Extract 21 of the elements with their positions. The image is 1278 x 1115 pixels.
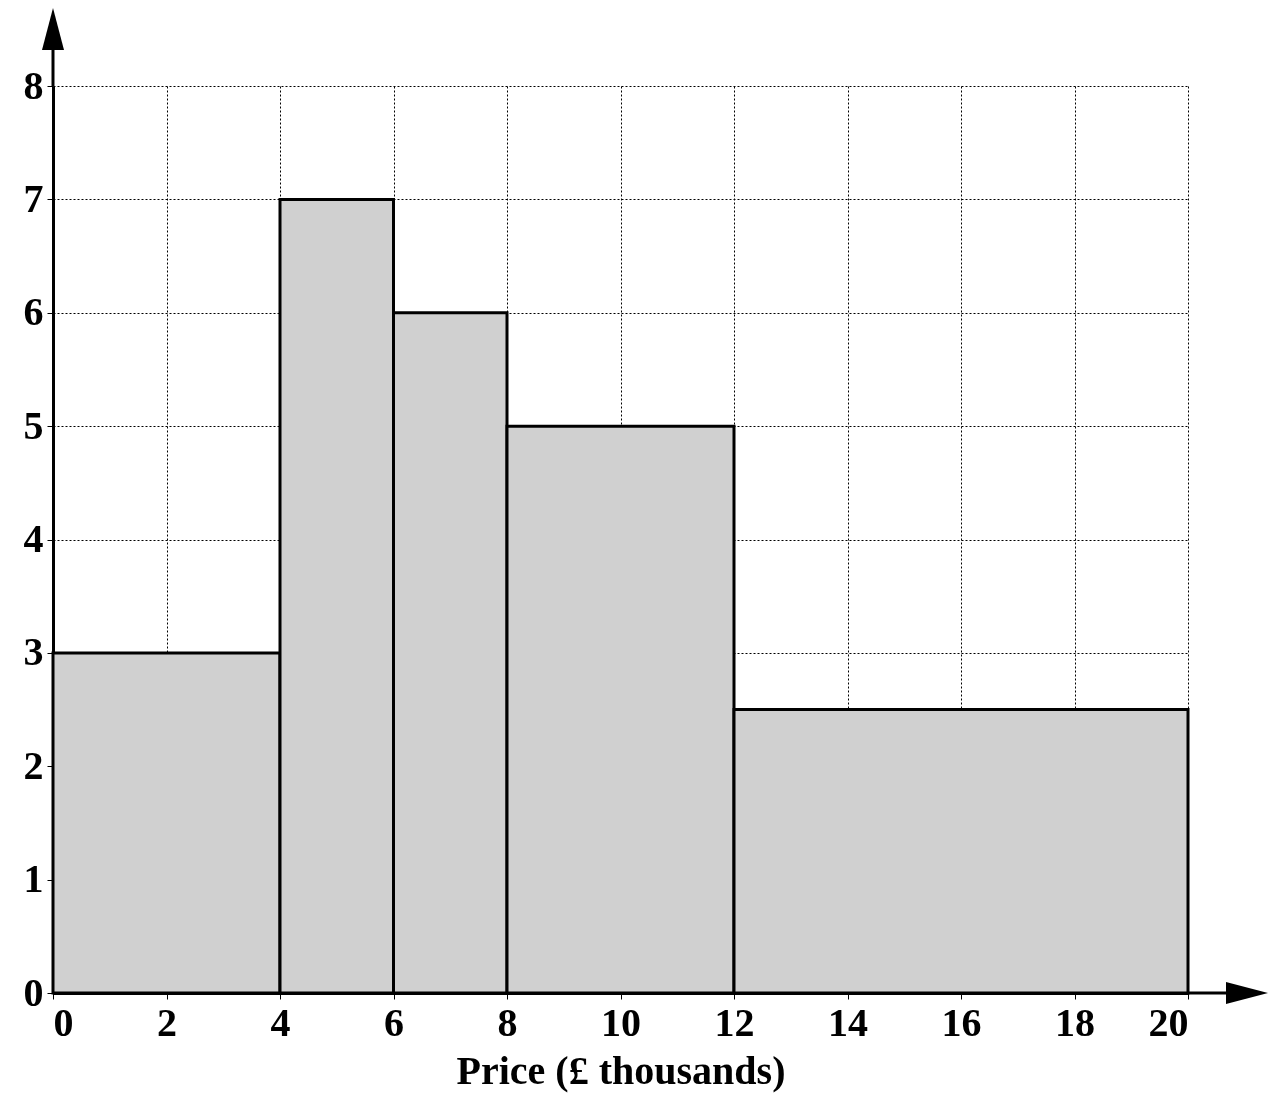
y-tick-label: 4	[23, 516, 44, 561]
x-axis-title: Price (£ thousands)	[456, 1047, 786, 1093]
x-tick-label: 2	[157, 999, 177, 1045]
x-tick-label: 4	[270, 999, 291, 1045]
x-tick-label: 16	[941, 999, 982, 1045]
y-tick-label: 8	[23, 62, 44, 108]
x-tick-label: 0	[53, 999, 74, 1045]
x-tick-label: 6	[384, 999, 404, 1045]
x-tick-label: 14	[828, 999, 868, 1045]
y-tick-label: 5	[23, 402, 44, 448]
y-tick-label: 2	[23, 742, 44, 788]
x-tick-label: 20	[1148, 999, 1189, 1045]
x-tick-label: 8	[497, 999, 518, 1045]
y-tick-label: 3	[23, 629, 44, 675]
y-tick-label: 0	[23, 969, 44, 1015]
x-tick-label: 10	[601, 999, 641, 1045]
y-tick-label: 7	[23, 175, 44, 221]
x-tick-label: 12	[714, 999, 755, 1045]
x-tick-label: 18	[1055, 999, 1095, 1045]
y-tick-label: 6	[23, 289, 44, 335]
y-tick-label: 1	[23, 856, 44, 902]
